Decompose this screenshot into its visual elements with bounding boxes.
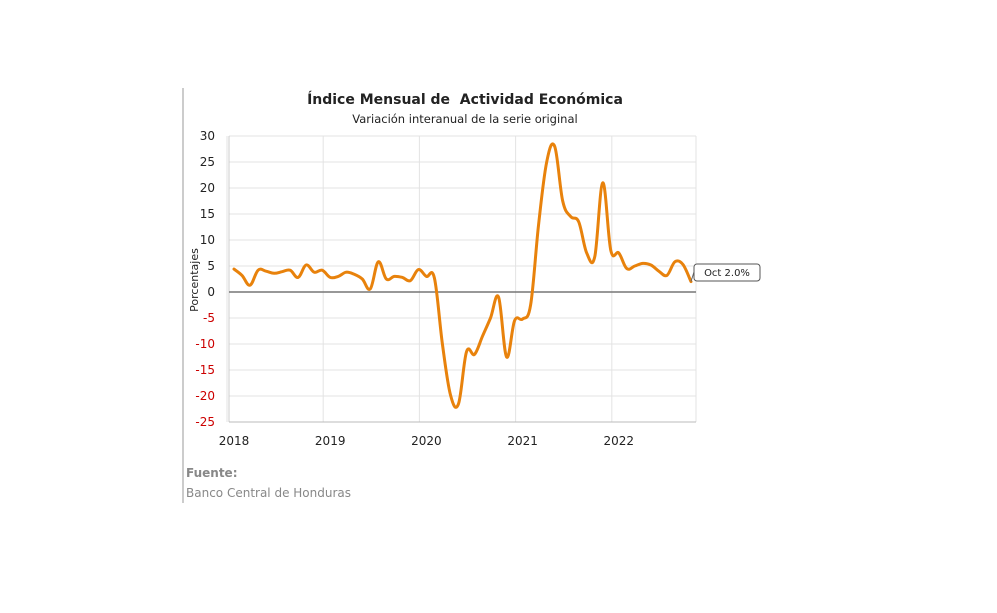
data-point [441,343,444,345]
data-points [233,145,692,405]
data-point [577,221,580,223]
data-point [505,356,508,358]
data-point [682,263,684,266]
data-point [385,278,388,280]
data-point [465,351,468,353]
x-tick-label: 2021 [507,434,538,448]
x-tick-label: 2020 [411,434,442,448]
data-point [610,249,612,252]
data-point [409,279,412,282]
data-point [634,265,636,267]
data-point [249,284,251,287]
x-tick-label: 2018 [219,434,250,448]
data-point [521,318,524,320]
data-point [553,145,556,148]
x-tick-label: 2019 [315,434,346,448]
y-tick-label: -20 [195,389,215,403]
y-tick-label: 15 [200,207,215,221]
data-point [313,271,316,274]
data-point [273,272,275,275]
data-point [473,353,476,356]
callout: Oct 2.0% [690,263,761,282]
source-heading: Fuente: [186,466,238,480]
y-tick-label: 10 [200,233,215,247]
x-tick-label: 2022 [604,434,635,448]
callout-box [693,263,761,282]
y-tick-label: 0 [207,285,215,299]
y-tick-label: -15 [195,363,215,377]
data-point [297,276,299,279]
grid [226,135,697,423]
data-point [537,223,540,226]
data-point [666,274,668,277]
data-point [529,304,532,306]
data-point [377,261,380,263]
y-tick-label: -5 [203,311,215,325]
data-point [618,252,620,254]
data-point [561,200,564,202]
series-line [232,142,693,409]
data-point [257,269,259,272]
data-point [353,273,356,276]
callout-connector [690,271,695,282]
y-tick-label: 20 [200,181,215,195]
y-tick-label: 5 [207,259,215,273]
callout-label: Oct 2.0% [704,268,750,279]
chart-title: Índice Mensual de Actividad Económica [307,91,623,108]
data-point [457,403,460,405]
data-point [585,252,588,254]
x-axis-ticks: 2018 2019 2020 2021 2022 [219,434,634,448]
data-point [265,270,267,273]
y-axis-label: Porcentajes [188,248,201,312]
data-point [337,275,340,278]
data-point [425,275,428,278]
data-point [594,255,596,258]
data-point [481,335,484,338]
data-point [305,264,307,266]
y-tick-label: -25 [195,415,215,429]
data-point [345,271,348,274]
y-axis-ticks: 30 25 20 15 10 5 0 -5 -10 -15 -20 -25 [195,129,215,429]
data-point [602,182,604,184]
data-point [233,268,235,270]
data-point [433,277,436,279]
data-point [489,317,492,319]
data-point [626,267,628,270]
source-text: Banco Central de Honduras [186,486,351,500]
data-point [369,288,372,290]
data-point [321,269,324,272]
data-point [241,274,243,277]
data-point [650,264,652,266]
data-point [401,276,404,279]
data-point [497,296,500,299]
data-point [513,319,516,322]
data-point [361,278,364,280]
data-point [642,262,644,265]
y-tick-label: -10 [195,337,215,351]
data-point [545,161,548,163]
y-tick-label: 30 [200,129,215,143]
data-point [281,270,283,273]
data-point [417,268,420,271]
y-tick-label: 25 [200,155,215,169]
data-point [658,270,660,273]
data-point [674,261,676,263]
data-point [329,276,332,279]
data-point [393,275,396,278]
data-point [569,215,572,218]
data-point [289,269,291,272]
data-point [449,394,452,396]
chart-subtitle: Variación interanual de la serie origina… [352,112,577,126]
